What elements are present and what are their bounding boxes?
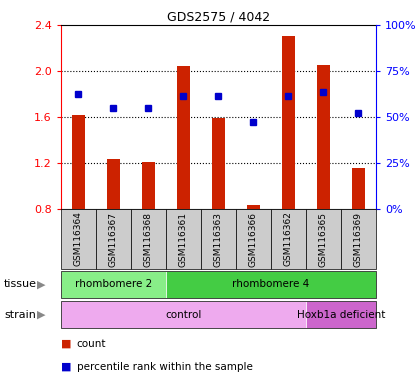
Bar: [72, 115, 84, 209]
Text: GSM116369: GSM116369: [354, 212, 363, 266]
Text: ▶: ▶: [37, 279, 45, 289]
Bar: [317, 65, 330, 209]
Text: GSM116362: GSM116362: [284, 212, 293, 266]
Bar: [177, 66, 189, 209]
Text: count: count: [77, 339, 106, 349]
Text: GSM116364: GSM116364: [74, 212, 83, 266]
Bar: [107, 159, 120, 209]
Text: GSM116361: GSM116361: [179, 212, 188, 266]
Bar: [247, 205, 260, 209]
Text: GSM116363: GSM116363: [214, 212, 223, 266]
Text: GSM116366: GSM116366: [249, 212, 258, 266]
Text: control: control: [165, 310, 202, 320]
Text: rhombomere 2: rhombomere 2: [75, 279, 152, 289]
Bar: [212, 118, 225, 209]
Text: rhombomere 4: rhombomere 4: [232, 279, 310, 289]
Text: Hoxb1a deficient: Hoxb1a deficient: [297, 310, 385, 320]
Bar: [282, 36, 294, 209]
Text: GSM116368: GSM116368: [144, 212, 153, 266]
Bar: [142, 162, 155, 209]
Text: GSM116365: GSM116365: [319, 212, 328, 266]
Text: percentile rank within the sample: percentile rank within the sample: [77, 362, 253, 372]
Text: ■: ■: [61, 362, 71, 372]
Text: ▶: ▶: [37, 310, 45, 320]
Title: GDS2575 / 4042: GDS2575 / 4042: [167, 11, 270, 24]
Text: GSM116367: GSM116367: [109, 212, 118, 266]
Text: tissue: tissue: [4, 279, 37, 289]
Text: strain: strain: [4, 310, 36, 320]
Bar: [352, 168, 365, 209]
Text: ■: ■: [61, 339, 71, 349]
